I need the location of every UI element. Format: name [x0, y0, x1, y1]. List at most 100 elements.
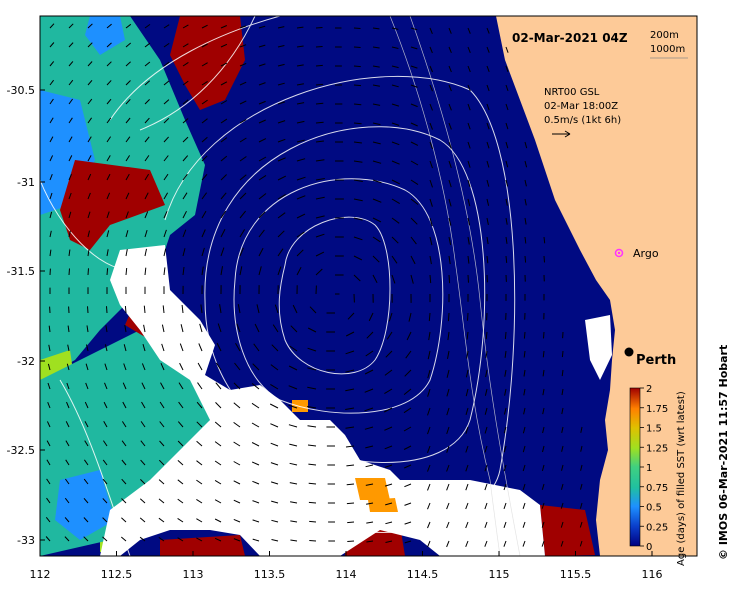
current-vector	[219, 304, 222, 314]
current-vector	[384, 426, 393, 431]
current-vector	[46, 497, 51, 504]
current-vector	[49, 79, 54, 86]
current-vector	[503, 464, 507, 472]
current-vector	[214, 518, 222, 523]
current-vector	[239, 119, 247, 124]
perth-city-marker[interactable]	[624, 347, 634, 357]
current-vector	[429, 27, 433, 34]
current-vector	[503, 483, 507, 491]
current-vector	[64, 497, 70, 504]
current-vector	[505, 46, 509, 53]
current-vector	[201, 43, 208, 48]
current-vector	[561, 407, 564, 415]
current-vector	[505, 122, 509, 130]
current-vector	[214, 499, 222, 504]
current-vector	[83, 497, 89, 504]
current-vector	[271, 539, 279, 542]
current-vector	[307, 406, 317, 409]
current-vector	[296, 266, 302, 276]
current-vector	[85, 382, 89, 390]
current-vector	[106, 211, 110, 219]
current-vector	[144, 136, 150, 143]
current-vector	[49, 230, 52, 238]
y-tick-label: -33	[17, 534, 35, 547]
current-vector	[485, 331, 488, 340]
current-vector	[383, 407, 393, 413]
current-vector	[87, 79, 93, 86]
current-vector	[196, 401, 203, 409]
colorbar-title: Age (days) of filled SST (wrt latest)	[676, 391, 687, 566]
current-vector	[87, 230, 90, 238]
x-tick-label: 112	[30, 568, 51, 581]
timestamp-label: 02-Mar-2021 04Z	[512, 31, 628, 45]
old-sst-mid	[60, 160, 165, 250]
current-vector	[66, 363, 70, 371]
current-vector	[542, 369, 545, 377]
current-vector	[196, 498, 203, 504]
ssh-contour-7	[40, 179, 131, 271]
current-vector	[429, 122, 433, 130]
current-vector	[258, 266, 262, 276]
current-vector	[391, 103, 400, 107]
current-vector	[258, 44, 266, 48]
current-vector	[448, 141, 452, 149]
current-vector	[543, 255, 545, 263]
current-vector	[465, 540, 469, 547]
current-vector	[448, 103, 452, 111]
current-vector	[543, 236, 546, 244]
current-vector	[388, 312, 393, 322]
current-vector	[158, 459, 165, 466]
blue-sw-patch	[55, 470, 115, 540]
current-vector	[258, 82, 266, 86]
current-vector	[239, 156, 247, 162]
current-vector	[46, 440, 51, 447]
current-vector	[366, 331, 374, 339]
current-vector	[102, 459, 108, 466]
current-vector	[277, 26, 285, 29]
current-vector	[296, 231, 305, 238]
current-vector	[448, 46, 452, 53]
current-vector	[485, 350, 488, 359]
current-vector	[143, 324, 146, 333]
current-vectors	[45, 23, 583, 548]
current-vector	[465, 483, 469, 491]
current-vector	[46, 459, 51, 466]
current-vector	[365, 445, 374, 449]
current-vector	[290, 501, 298, 504]
current-vector	[391, 255, 398, 264]
current-vector	[141, 401, 146, 409]
current-vector	[239, 266, 243, 276]
current-vector	[542, 350, 545, 358]
current-vector	[296, 176, 306, 181]
current-vector	[446, 502, 450, 510]
current-vector	[447, 350, 450, 359]
current-vector	[384, 445, 393, 450]
current-vector	[125, 136, 131, 143]
current-vector	[345, 369, 355, 373]
current-vector	[158, 536, 165, 542]
current-vector	[122, 401, 127, 409]
current-vector	[522, 502, 526, 509]
current-vector	[201, 155, 208, 162]
current-vector	[199, 323, 203, 333]
current-vector	[144, 229, 148, 238]
current-vector	[105, 325, 108, 333]
current-vector	[233, 518, 241, 523]
current-vector	[144, 155, 150, 162]
ssh-contour-2	[233, 178, 444, 414]
current-vector	[448, 65, 452, 73]
current-vector	[277, 82, 285, 86]
current-vector	[83, 536, 89, 542]
current-vector	[446, 521, 450, 529]
current-vector	[237, 304, 241, 314]
current-vector	[429, 141, 433, 149]
current-vector	[403, 464, 412, 469]
current-vector	[522, 483, 526, 491]
current-vector	[486, 179, 490, 187]
current-vector	[296, 120, 305, 124]
current-vector	[347, 521, 355, 524]
current-vector	[270, 423, 279, 428]
argo-float-marker[interactable]	[614, 248, 624, 258]
current-vector	[67, 344, 70, 352]
